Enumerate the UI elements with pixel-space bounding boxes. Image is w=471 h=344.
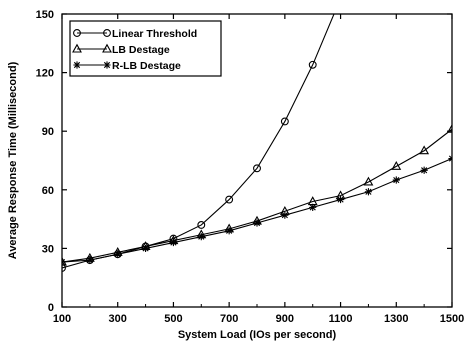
data-point-star	[62, 258, 66, 266]
legend-marker	[102, 43, 112, 53]
data-point-star	[225, 227, 233, 235]
data-point-star	[364, 188, 373, 196]
x-axis-title: System Load (IOs per second)	[178, 329, 337, 341]
data-point-triangle	[447, 123, 452, 133]
legend-entry: R-LB Destage	[73, 60, 181, 72]
series-layer	[62, 0, 452, 272]
legend-marker	[72, 43, 82, 53]
x-tick-label: 700	[220, 313, 238, 325]
x-tick-label: 1100	[329, 313, 353, 325]
axes: 0 30 60 90 120 150 100 300 500 700 900 1100 1300 1500	[36, 9, 465, 325]
legend: Linear Threshold LB Destage R-LB Destage	[69, 20, 222, 77]
legend-label: R-LB Destage	[112, 60, 181, 72]
data-point-circle	[280, 117, 289, 126]
data-point-star	[114, 250, 122, 258]
legend-entry: Linear Threshold	[73, 28, 197, 40]
legend-marker	[103, 61, 111, 69]
series-star	[62, 154, 452, 266]
data-point-star	[141, 244, 150, 252]
y-axis-title: Average Response Time (Millisecond)	[7, 61, 19, 259]
data-point-star	[197, 233, 205, 241]
x-tick-label: 500	[164, 313, 182, 325]
data-point-star	[281, 211, 289, 219]
data-point-star	[253, 219, 261, 227]
series-line	[62, 158, 452, 263]
data-point-star	[448, 154, 452, 163]
data-point-star	[169, 238, 178, 247]
x-tick-label: 900	[276, 313, 294, 325]
data-point-star	[309, 203, 317, 211]
data-point-star	[86, 256, 94, 264]
series-triangle	[62, 123, 452, 266]
data-point-star	[420, 166, 428, 174]
data-point-circle	[337, 0, 344, 2]
series-line	[62, 128, 452, 263]
x-tick-label: 1500	[440, 313, 464, 325]
y-tick-label: 60	[42, 185, 54, 197]
x-tick-label: 100	[53, 313, 71, 325]
data-point-circle	[225, 195, 234, 204]
data-point-triangle	[363, 176, 374, 186]
legend-marker	[73, 61, 81, 69]
y-tick-label: 0	[48, 302, 54, 314]
legend-marker	[73, 29, 81, 37]
y-tick-label: 120	[36, 68, 54, 80]
data-point-circle	[197, 221, 206, 229]
data-point-star	[336, 195, 345, 204]
y-tick-label: 150	[36, 9, 54, 21]
data-point-triangle	[419, 145, 430, 155]
legend-marker	[103, 29, 111, 37]
legend-entry: LB Destage	[72, 43, 170, 56]
y-tick-label: 30	[42, 243, 54, 255]
data-point-circle	[62, 263, 66, 272]
data-point-triangle	[391, 161, 402, 170]
data-point-circle	[253, 164, 261, 173]
data-point-circle	[308, 60, 317, 69]
legend-label: Linear Threshold	[112, 28, 197, 40]
y-tick-label: 90	[42, 126, 54, 138]
x-tick-label: 1300	[384, 313, 408, 325]
x-tick-label: 300	[109, 313, 127, 325]
legend-label: LB Destage	[112, 44, 170, 56]
data-point-star	[392, 176, 400, 184]
